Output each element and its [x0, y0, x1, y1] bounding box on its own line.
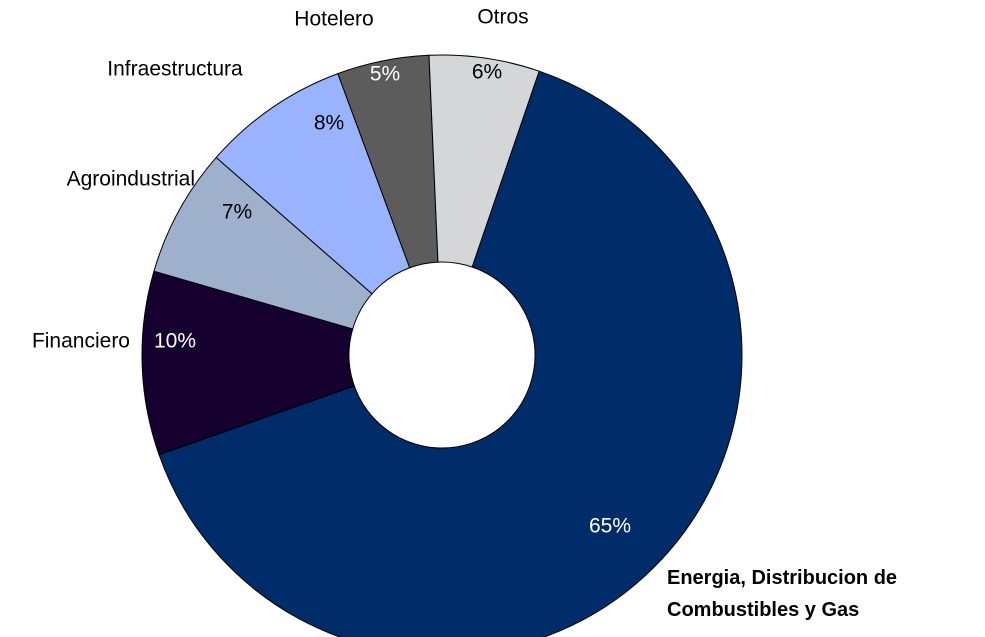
data-label: 7% [222, 201, 252, 224]
donut-slice [428, 54, 540, 268]
category-label: Agroindustrial [67, 168, 195, 191]
donut-slice [215, 73, 411, 295]
category-label: Energia, Distribucion de Combustibles y … [667, 567, 898, 621]
category-label: Otros [477, 6, 528, 29]
data-label: 10% [154, 330, 196, 353]
donut-slice [141, 270, 355, 456]
category-label: Infraestructura [107, 58, 243, 81]
category-label: Financiero [32, 330, 130, 353]
donut-slice [158, 70, 743, 637]
data-label: 8% [314, 112, 344, 135]
data-label: 65% [589, 515, 631, 538]
data-label: 5% [370, 63, 400, 86]
category-label: Hotelero [294, 8, 373, 31]
data-label: 6% [472, 61, 502, 84]
